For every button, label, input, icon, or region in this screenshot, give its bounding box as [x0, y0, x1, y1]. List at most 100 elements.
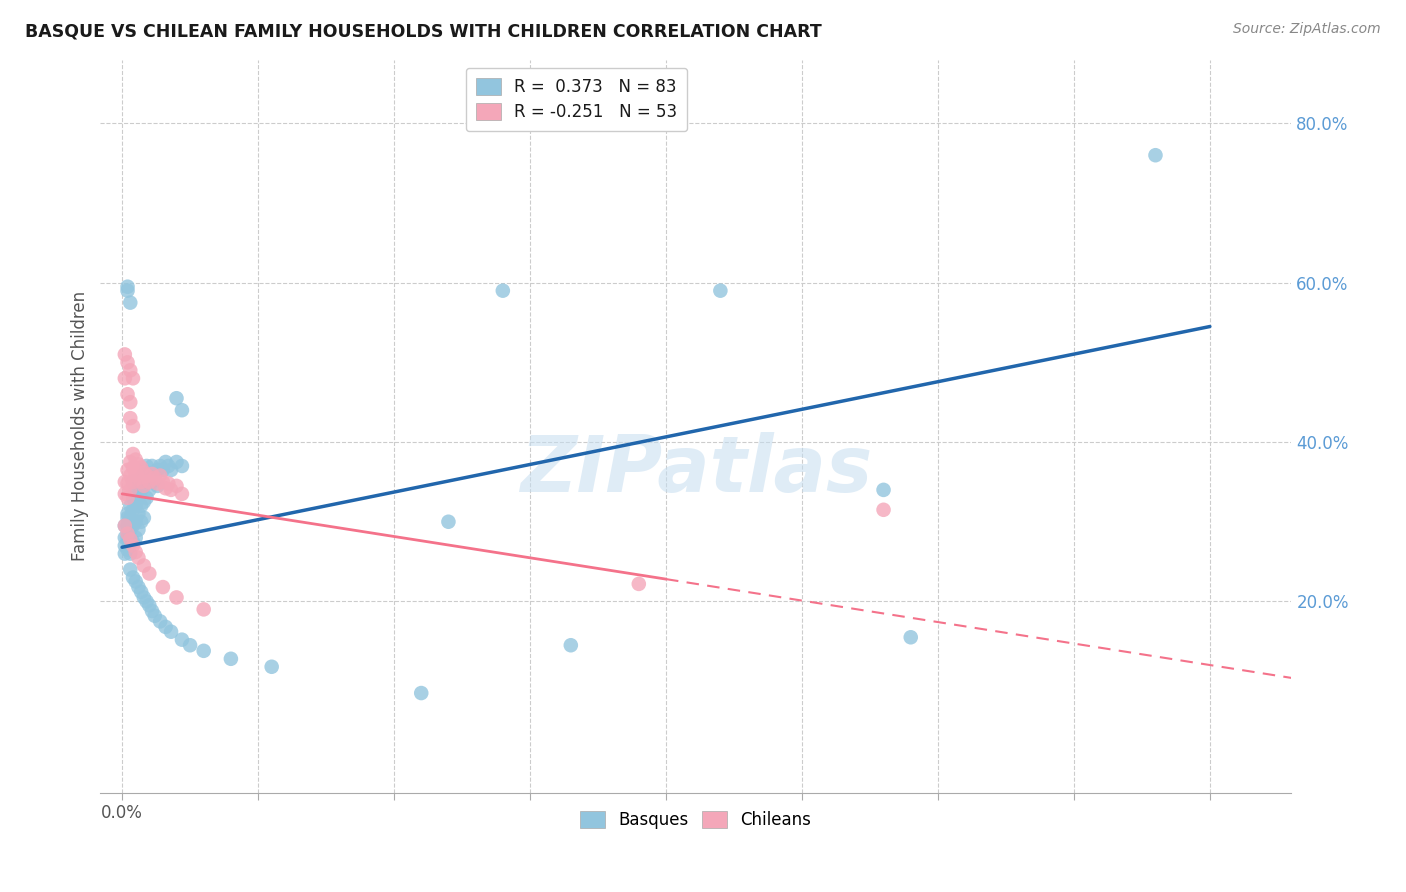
- Point: [120, 547, 142, 561]
- Point: [125, 531, 148, 545]
- Point: [120, 523, 142, 537]
- Point: [132, 467, 155, 481]
- Point: [160, 483, 183, 497]
- Point: [122, 503, 145, 517]
- Point: [117, 510, 139, 524]
- Point: [138, 483, 160, 497]
- Point: [143, 471, 166, 485]
- Point: [146, 479, 169, 493]
- Point: [129, 471, 152, 485]
- Point: [138, 566, 160, 581]
- Point: [117, 355, 139, 369]
- Point: [117, 531, 139, 545]
- Point: [114, 475, 136, 489]
- Point: [1144, 148, 1167, 162]
- Point: [160, 463, 183, 477]
- Point: [627, 577, 650, 591]
- Point: [127, 491, 149, 505]
- Point: [120, 395, 142, 409]
- Point: [117, 387, 139, 401]
- Point: [122, 447, 145, 461]
- Point: [125, 467, 148, 481]
- Point: [170, 632, 193, 647]
- Point: [157, 476, 180, 491]
- Point: [120, 455, 142, 469]
- Point: [143, 467, 166, 481]
- Point: [132, 558, 155, 573]
- Point: [114, 371, 136, 385]
- Point: [127, 550, 149, 565]
- Point: [129, 585, 152, 599]
- Point: [120, 534, 142, 549]
- Point: [135, 458, 157, 473]
- Point: [411, 686, 433, 700]
- Point: [114, 547, 136, 561]
- Point: [122, 419, 145, 434]
- Point: [437, 515, 460, 529]
- Point: [219, 652, 242, 666]
- Point: [125, 515, 148, 529]
- Point: [117, 463, 139, 477]
- Point: [149, 468, 172, 483]
- Point: [166, 455, 188, 469]
- Point: [122, 475, 145, 489]
- Point: [125, 545, 148, 559]
- Point: [149, 615, 172, 629]
- Point: [122, 475, 145, 489]
- Point: [872, 503, 894, 517]
- Point: [260, 659, 283, 673]
- Point: [900, 630, 922, 644]
- Point: [141, 458, 163, 473]
- Point: [114, 347, 136, 361]
- Point: [132, 466, 155, 480]
- Point: [117, 518, 139, 533]
- Point: [179, 638, 201, 652]
- Point: [141, 475, 163, 489]
- Point: [120, 295, 142, 310]
- Point: [125, 452, 148, 467]
- Point: [122, 518, 145, 533]
- Point: [120, 468, 142, 483]
- Point: [122, 460, 145, 475]
- Point: [872, 483, 894, 497]
- Point: [160, 624, 183, 639]
- Point: [166, 591, 188, 605]
- Point: [132, 591, 155, 605]
- Point: [114, 518, 136, 533]
- Point: [155, 455, 177, 469]
- Point: [127, 523, 149, 537]
- Text: BASQUE VS CHILEAN FAMILY HOUSEHOLDS WITH CHILDREN CORRELATION CHART: BASQUE VS CHILEAN FAMILY HOUSEHOLDS WITH…: [25, 22, 823, 40]
- Point: [117, 542, 139, 557]
- Point: [135, 468, 157, 483]
- Point: [120, 499, 142, 513]
- Point: [152, 475, 174, 489]
- Point: [146, 463, 169, 477]
- Point: [132, 495, 155, 509]
- Point: [138, 467, 160, 481]
- Point: [117, 491, 139, 505]
- Point: [157, 458, 180, 473]
- Point: [114, 531, 136, 545]
- Text: Source: ZipAtlas.com: Source: ZipAtlas.com: [1233, 22, 1381, 37]
- Point: [122, 491, 145, 505]
- Point: [709, 284, 731, 298]
- Point: [122, 534, 145, 549]
- Point: [152, 463, 174, 477]
- Point: [141, 604, 163, 618]
- Point: [135, 475, 157, 489]
- Point: [127, 471, 149, 485]
- Point: [117, 526, 139, 541]
- Point: [170, 487, 193, 501]
- Point: [129, 483, 152, 497]
- Point: [129, 499, 152, 513]
- Point: [117, 279, 139, 293]
- Point: [155, 481, 177, 495]
- Point: [193, 644, 215, 658]
- Point: [125, 499, 148, 513]
- Point: [135, 594, 157, 608]
- Point: [120, 411, 142, 425]
- Text: ZIPatlas: ZIPatlas: [520, 432, 872, 508]
- Point: [129, 475, 152, 489]
- Point: [122, 371, 145, 385]
- Point: [132, 510, 155, 524]
